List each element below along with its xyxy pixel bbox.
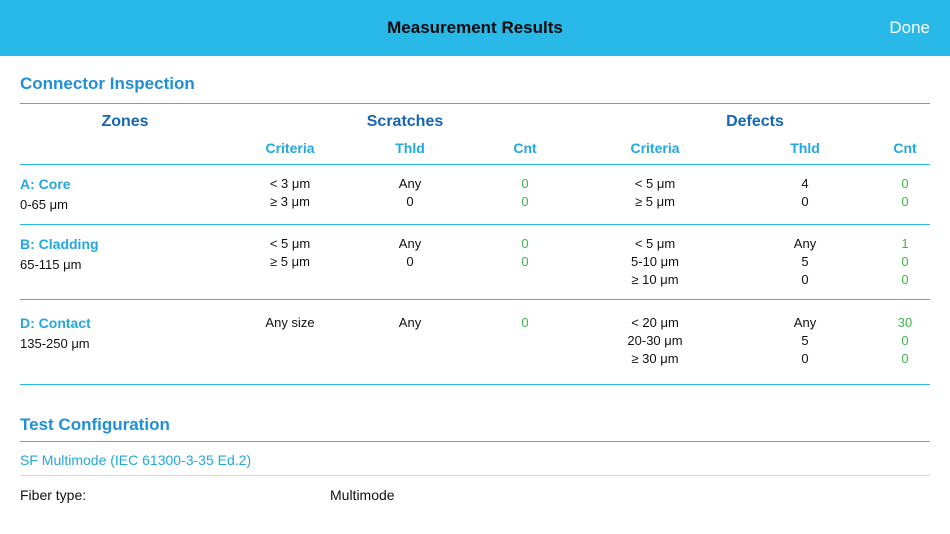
cell-line: 0 <box>521 315 529 330</box>
cell-line: 4 <box>801 176 809 191</box>
scratches-criteria-cell: < 5 μm ≥ 5 μm <box>230 235 350 289</box>
cell-line: ≥ 5 μm <box>635 194 675 209</box>
table-sub-header-row: Criteria Thld Cnt Criteria Thld Cnt <box>20 138 930 165</box>
cell-line: < 3 μm <box>269 176 311 191</box>
scratches-thld-cell: Any 0 <box>350 235 470 289</box>
cell-line: 0 <box>901 254 909 269</box>
zone-name: B: Cladding <box>20 236 99 252</box>
zone-cell: B: Cladding 65-115 μm <box>20 235 230 289</box>
cell-line: 0 <box>801 194 809 209</box>
connector-inspection-title: Connector Inspection <box>20 74 930 104</box>
sub-header-defects-thld: Thld <box>790 140 820 156</box>
cell-line: Any <box>398 236 422 251</box>
zone-cell: D: Contact 135-250 μm <box>20 314 230 368</box>
cell-line: 0 <box>406 194 414 209</box>
cell-line: 0 <box>901 272 909 287</box>
cell-line: < 20 μm <box>631 315 679 330</box>
cell-line: < 5 μm <box>634 236 676 251</box>
scratches-criteria-cell: < 3 μm ≥ 3 μm <box>230 175 350 214</box>
test-standard: SF Multimode (IEC 61300-3-35 Ed.2) <box>20 442 930 476</box>
defects-criteria-cell: < 20 μm 20-30 μm ≥ 30 μm <box>580 314 730 368</box>
cell-line: < 5 μm <box>634 176 676 191</box>
done-button[interactable]: Done <box>889 0 930 56</box>
cell-line: 30 <box>897 315 913 330</box>
cell-line: Any <box>398 176 422 191</box>
cell-line: ≥ 30 μm <box>631 351 679 366</box>
defects-cnt-cell: 30 0 0 <box>880 314 930 368</box>
cell-line: 20-30 μm <box>627 333 683 348</box>
zone-range: 135-250 μm <box>20 336 90 351</box>
cell-line: 0 <box>521 236 529 251</box>
defects-thld-cell: Any 5 0 <box>730 235 880 289</box>
cell-line: < 5 μm <box>269 236 311 251</box>
zone-name: A: Core <box>20 176 71 192</box>
cell-line: 0 <box>901 333 909 348</box>
sub-header-spacer <box>20 140 230 156</box>
cell-line: ≥ 3 μm <box>270 194 310 209</box>
zone-cell: A: Core 0-65 μm <box>20 175 230 214</box>
scratches-criteria-cell: Any size <box>230 314 350 368</box>
table-group-header-row: Zones Scratches Defects <box>20 104 930 138</box>
cell-line: 0 <box>521 176 529 191</box>
zone-name: D: Contact <box>20 315 91 331</box>
cell-line: 0 <box>801 272 809 287</box>
sub-header-scratches-thld: Thld <box>395 140 425 156</box>
sub-header-defects-cnt: Cnt <box>893 140 917 156</box>
scratches-thld-cell: Any <box>350 314 470 368</box>
sub-header-scratches-cnt: Cnt <box>513 140 537 156</box>
cell-line: 0 <box>901 194 909 209</box>
fiber-type-row: Fiber type: Multimode <box>20 476 930 503</box>
defects-criteria-cell: < 5 μm ≥ 5 μm <box>580 175 730 214</box>
cell-line: Any <box>793 236 817 251</box>
sub-header-defects-criteria: Criteria <box>630 140 680 156</box>
cell-line: Any size <box>265 315 315 330</box>
test-configuration-title: Test Configuration <box>20 415 930 442</box>
cell-line: Any <box>793 315 817 330</box>
fiber-type-label: Fiber type: <box>20 487 87 503</box>
fiber-type-value: Multimode <box>330 487 395 503</box>
column-header-zones: Zones <box>101 113 149 130</box>
table-row-cladding: B: Cladding 65-115 μm < 5 μm ≥ 5 μm Any 0 … <box>20 225 930 300</box>
zone-range: 0-65 μm <box>20 197 68 212</box>
cell-line: 0 <box>521 254 529 269</box>
column-header-defects: Defects <box>726 113 784 130</box>
cell-line: ≥ 5 μm <box>270 254 310 269</box>
table-row-contact: D: Contact 135-250 μm Any size Any 0 < 2… <box>20 300 930 385</box>
cell-line: 0 <box>901 351 909 366</box>
page-title: Measurement Results <box>387 18 563 37</box>
defects-cnt-cell: 1 0 0 <box>880 235 930 289</box>
top-bar: Measurement Results Done <box>0 0 950 56</box>
cell-line: 1 <box>901 236 909 251</box>
cell-line: 0 <box>406 254 414 269</box>
cell-line: 5 <box>801 333 809 348</box>
defects-thld-cell: Any 5 0 <box>730 314 880 368</box>
cell-line: 5-10 μm <box>631 254 679 269</box>
cell-line: 0 <box>521 194 529 209</box>
zone-range: 65-115 μm <box>20 257 82 272</box>
inspection-table: Zones Scratches Defects Criteria Thld Cn… <box>20 104 930 385</box>
defects-criteria-cell: < 5 μm 5-10 μm ≥ 10 μm <box>580 235 730 289</box>
column-header-scratches: Scratches <box>366 113 444 130</box>
cell-line: 0 <box>801 351 809 366</box>
scratches-thld-cell: Any 0 <box>350 175 470 214</box>
scratches-cnt-cell: 0 <box>470 314 580 368</box>
cell-line: 5 <box>801 254 809 269</box>
sub-header-scratches-criteria: Criteria <box>265 140 315 156</box>
cell-line: 0 <box>901 176 909 191</box>
cell-line: Any <box>398 315 422 330</box>
cell-line: ≥ 10 μm <box>631 272 679 287</box>
